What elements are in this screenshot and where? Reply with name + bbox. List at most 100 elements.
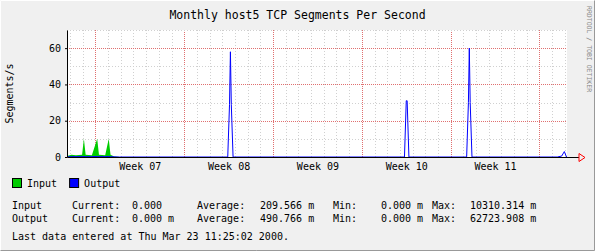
watermark: RRDTOOL / TOBI OETIKER <box>585 6 593 92</box>
stats-cell: 0.000 m <box>132 213 174 224</box>
stats-cell: Average: <box>197 200 245 211</box>
grid-minor-x <box>235 30 236 157</box>
grid-minor-x <box>336 30 337 157</box>
stats-cell: Max: <box>432 200 456 211</box>
grid <box>67 30 567 158</box>
y-tick: 40 <box>49 79 67 90</box>
x-axis: Week 07 Week 08 Week 09 Week 10 Week 11 <box>68 157 568 172</box>
stats-cell: 0.000 m <box>381 213 423 224</box>
grid-minor-x <box>197 30 198 157</box>
y-tick-mark <box>65 157 67 158</box>
legend: InputOutput <box>13 178 121 189</box>
x-tick: Week 08 <box>208 157 250 172</box>
x-tick: Week 09 <box>297 157 339 172</box>
legend-swatch <box>70 179 79 188</box>
grid-minor-x <box>501 30 502 157</box>
x-tick-label: Week 08 <box>208 161 250 172</box>
stats-cell: Min: <box>333 200 357 211</box>
grid-minor-x <box>311 30 312 157</box>
stats: Input Current: 0.000 Average: 209.566 m Min: 0… <box>12 200 536 224</box>
stats-cell: 0.000 <box>132 200 162 211</box>
grid-minor-x <box>349 30 350 157</box>
grid-major-y <box>67 84 567 85</box>
border-light <box>1 1 595 251</box>
grid-minor-y <box>67 139 567 140</box>
stats-cell: Current: <box>72 213 120 224</box>
stats-cell: Output <box>12 213 48 224</box>
stats-cell: Max: <box>432 213 456 224</box>
grid-minor-x <box>387 30 388 157</box>
grid-minor-x <box>489 30 490 157</box>
series-area <box>67 139 567 157</box>
grid-major-x <box>539 30 540 157</box>
stats-cell: Average: <box>197 213 245 224</box>
grid-minor-x <box>121 30 122 157</box>
stats-cell: Current: <box>72 200 120 211</box>
grid-minor-x <box>260 30 261 157</box>
chart-svg: Week 07 Week 08 Week 09 Week 10 Week 11 0 20 40… <box>0 0 595 251</box>
y-axis-line <box>67 31 68 158</box>
grid-minor-x <box>159 30 160 157</box>
y-tick: 20 <box>49 115 67 126</box>
x-tick-label: Week 10 <box>386 161 428 172</box>
grid-minor-x <box>400 30 401 157</box>
grid-minor-x <box>298 30 299 157</box>
grid-major-x <box>95 30 96 157</box>
y-tick-label: 0 <box>55 152 61 163</box>
background <box>0 0 595 251</box>
legend-swatch <box>13 179 22 188</box>
y-tick-mark <box>65 84 67 85</box>
chart-container: Week 07 Week 08 Week 09 Week 10 Week 11 0 20 40… <box>0 0 595 251</box>
y-tick-mark <box>65 121 67 122</box>
x-tick-label: Week 09 <box>297 161 339 172</box>
stats-cell: 209.566 m <box>260 200 314 211</box>
x-tick: Week 11 <box>474 157 516 172</box>
y-axis: 0 20 40 60 <box>49 31 68 163</box>
x-tick: Week 07 <box>119 157 161 172</box>
grid-minor-x <box>375 30 376 157</box>
grid-minor-x <box>108 30 109 157</box>
footer: Last data entered at Thu Mar 23 11:25:02… <box>12 231 289 242</box>
grid-minor-x <box>413 30 414 157</box>
grid-minor-x <box>248 30 249 157</box>
grid-minor-x <box>172 30 173 157</box>
plot-area <box>67 30 567 157</box>
grid-minor-x <box>565 30 566 157</box>
grid-minor-x <box>463 30 464 157</box>
grid-minor-x <box>425 30 426 157</box>
grid-minor-y <box>67 66 567 67</box>
stats-cell: 62723.908 m <box>470 213 536 224</box>
series-line <box>67 48 567 157</box>
grid-major-x <box>451 30 452 157</box>
grid-minor-x <box>438 30 439 157</box>
data-layer <box>67 48 567 157</box>
grid-major-x <box>184 30 185 157</box>
y-tick-label: 20 <box>49 115 61 126</box>
y-tick-label: 60 <box>49 43 61 54</box>
stats-cell: Input <box>12 200 42 211</box>
y-tick: 60 <box>49 43 67 54</box>
legend-label: Output <box>84 178 120 189</box>
x-tick: Week 10 <box>386 157 428 172</box>
y-tick: 0 <box>55 152 67 163</box>
x-tick-label: Week 07 <box>119 161 161 172</box>
stats-cell: 0.000 m <box>381 200 423 211</box>
grid-minor-x <box>514 30 515 157</box>
grid-minor-y <box>67 30 567 31</box>
grid-minor-x <box>324 30 325 157</box>
x-axis-line <box>68 157 568 158</box>
grid-major-x <box>273 30 274 157</box>
grid-minor-x <box>476 30 477 157</box>
x-axis-extension <box>567 157 579 158</box>
y-tick-label: 40 <box>49 79 61 90</box>
grid-minor-y <box>67 103 567 104</box>
y-tick-mark <box>65 48 67 49</box>
grid-minor-x <box>286 30 287 157</box>
y-axis-title: Segments/s <box>4 63 15 123</box>
grid-major-y <box>67 157 567 158</box>
x-axis-arrow <box>579 154 585 162</box>
border-dark <box>1 1 595 251</box>
title: Monthly host5 TCP Segments Per Second <box>169 8 425 22</box>
grid-minor-x <box>222 30 223 157</box>
grid-minor-x <box>552 30 553 157</box>
